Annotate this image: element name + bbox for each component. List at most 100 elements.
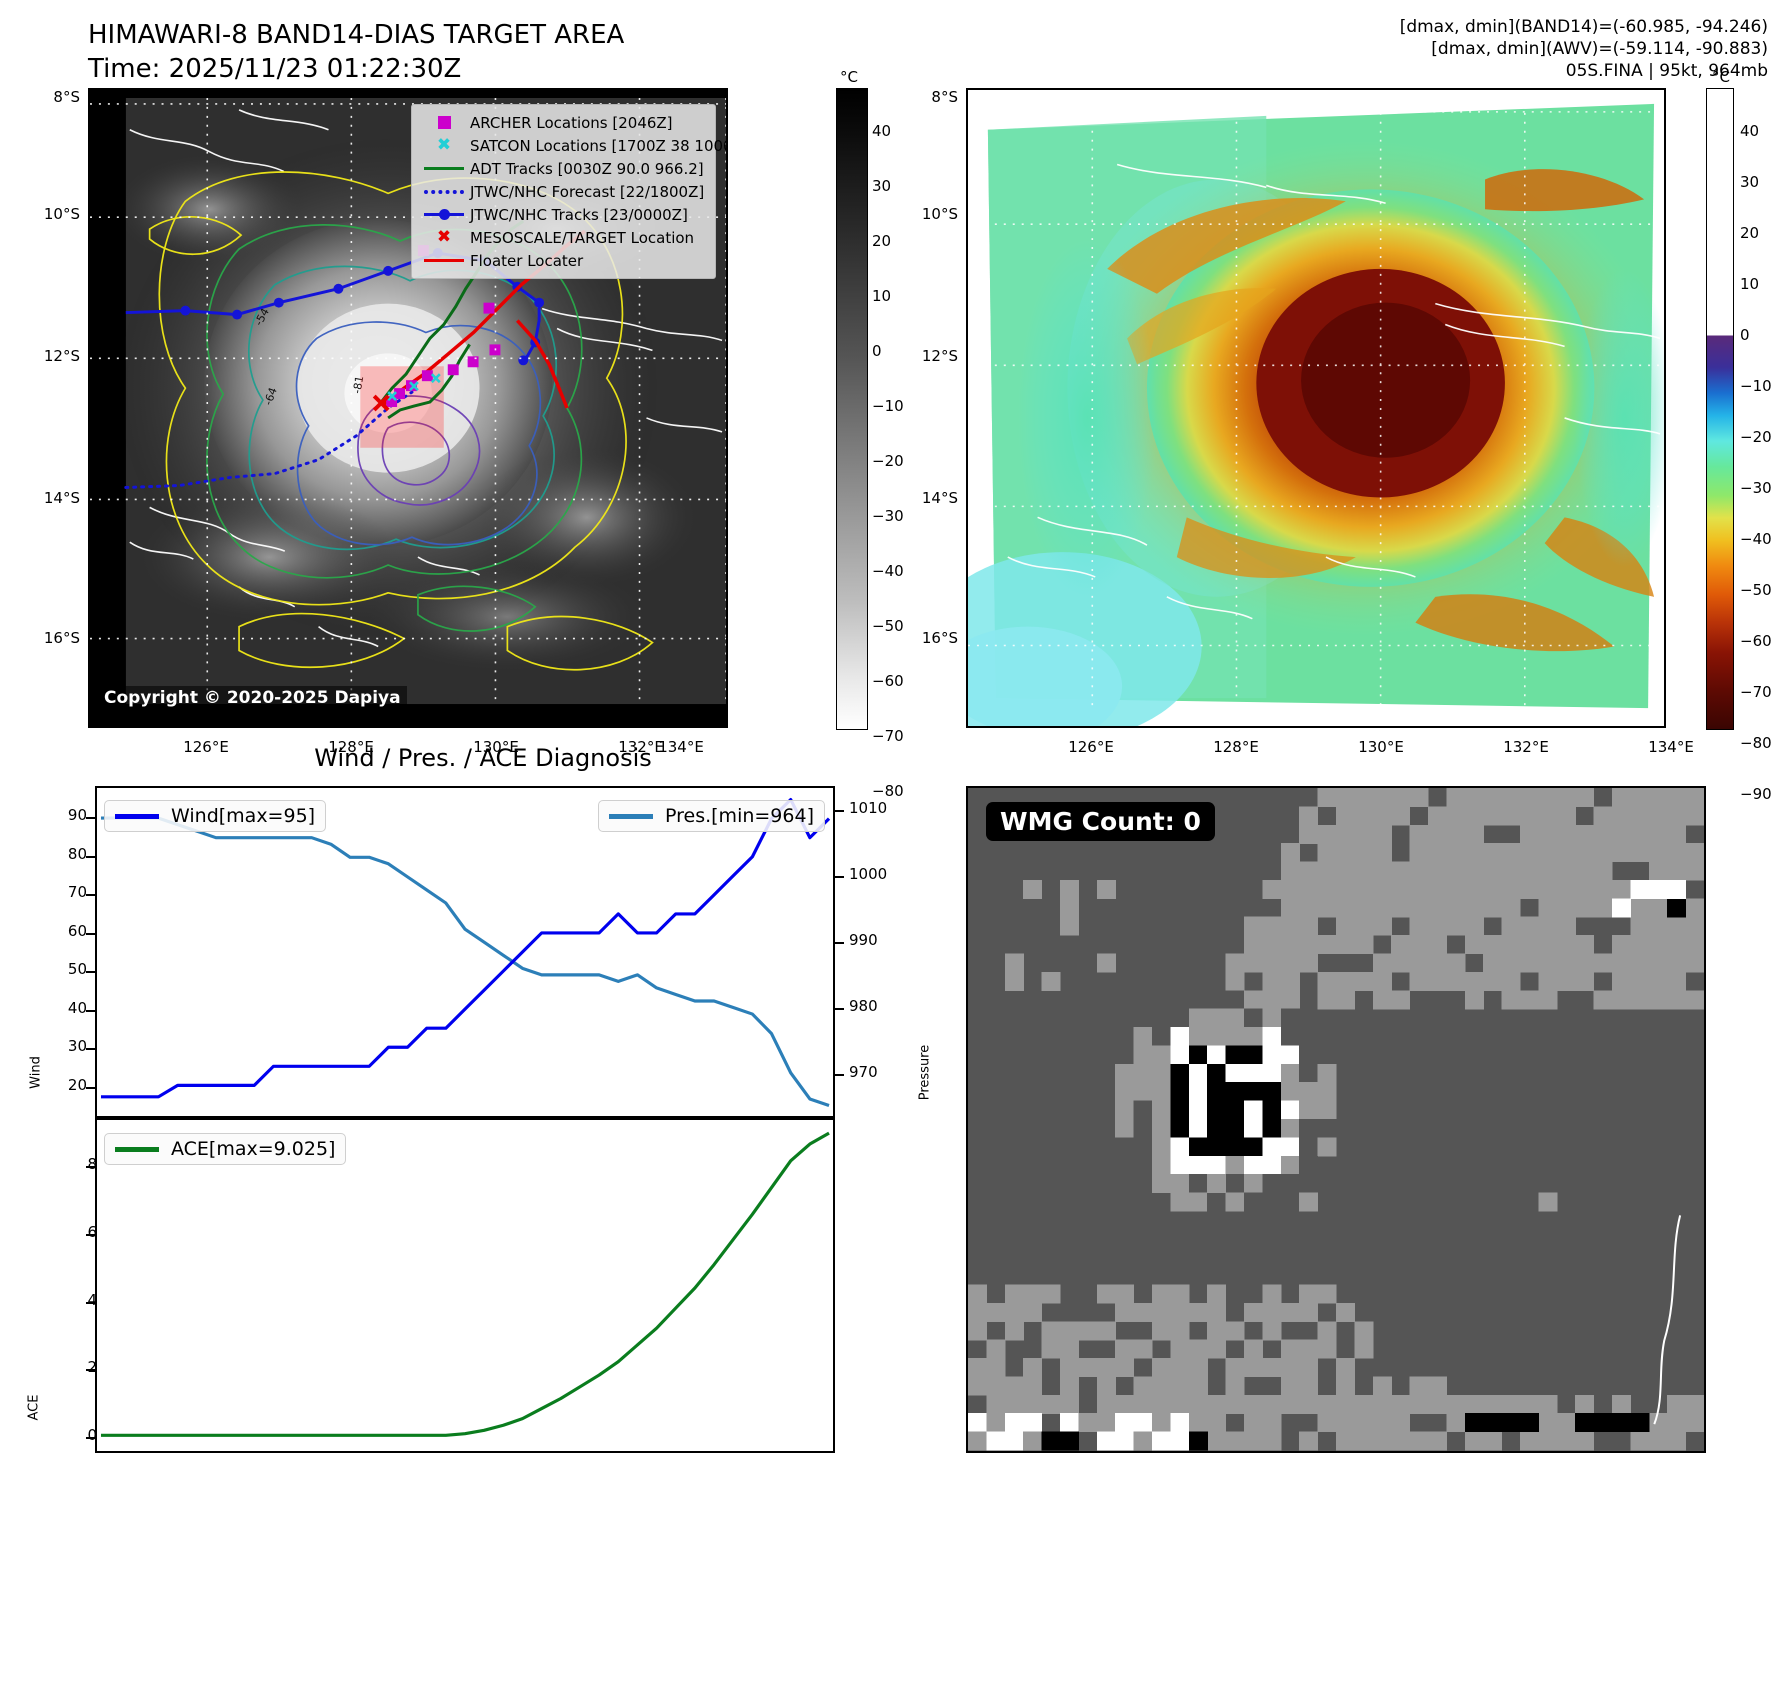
axis-tick-mark xyxy=(835,942,844,945)
axis-tick-mark xyxy=(86,1087,95,1089)
magenta-square-icon xyxy=(418,116,470,129)
ir-cb-tick-20: 20 xyxy=(872,232,892,250)
awv-lat-tick-12s: 12°S xyxy=(921,347,958,365)
ir-cb-tick-m40: −40 xyxy=(872,562,904,580)
axis-tick-970: 970 xyxy=(849,1063,878,1082)
axis-tick-mark xyxy=(835,1074,844,1077)
awv-lon-tick-134e: 134°E xyxy=(1648,738,1694,756)
axis-tick-80: 80 xyxy=(67,844,87,863)
ace-line-swatch xyxy=(115,1146,159,1152)
ir-cb-tick-m60: −60 xyxy=(872,672,904,690)
axis-tick-30: 30 xyxy=(67,1037,87,1056)
awv-cb-tick-m70: −70 xyxy=(1740,683,1772,701)
awv-cb-tick-40: 40 xyxy=(1740,122,1760,140)
awv-lat-tick-16s: 16°S xyxy=(921,629,958,647)
legend-label-archer: ARCHER Locations [2046Z] xyxy=(470,113,673,132)
wind-pressure-plot-area xyxy=(100,797,831,1108)
ir-cb-tick-m20: −20 xyxy=(872,452,904,470)
page-title: HIMAWARI-8 BAND14-DIAS TARGET AREA Time:… xyxy=(88,18,888,86)
axis-tick-mark xyxy=(86,1048,95,1051)
blue-line-marker-icon xyxy=(418,209,470,220)
legend-item-jtwc-forecast: JTWC/NHC Forecast [22/1800Z] xyxy=(418,180,707,203)
floater-locater-track-b xyxy=(516,319,569,409)
ir-lat-tick-8s: 8°S xyxy=(53,88,80,106)
legend-label-jtwc-forecast: JTWC/NHC Forecast [22/1800Z] xyxy=(470,182,705,201)
pressure-legend-label: Pres.[min=964] xyxy=(665,805,814,827)
axis-tick-mark xyxy=(86,1009,95,1012)
awv-colorbar[interactable] xyxy=(1706,88,1734,730)
blue-dotted-line-icon xyxy=(418,189,470,194)
awv-cb-tick-m60: −60 xyxy=(1740,632,1772,650)
ir-cb-tick-0: 0 xyxy=(872,342,882,360)
pressure-legend: Pres.[min=964] xyxy=(598,800,825,832)
awv-lon-tick-126e: 126°E xyxy=(1068,738,1114,756)
awv-cb-tick-m40: −40 xyxy=(1740,530,1772,548)
axis-tick-50: 50 xyxy=(67,960,87,979)
title-main: HIMAWARI-8 BAND14-DIAS TARGET AREA xyxy=(88,20,625,50)
awv-lon-tick-130e: 130°E xyxy=(1358,738,1404,756)
ir-lon-tick-132e: 132°E xyxy=(618,738,664,756)
ir-cb-tick-10: 10 xyxy=(872,287,892,305)
awv-lon-tick-132e: 132°E xyxy=(1503,738,1549,756)
ace-legend: ACE[max=9.025] xyxy=(104,1133,347,1165)
axis-tick-mark xyxy=(86,1437,95,1440)
dmax-band14-text: [dmax, dmin](BAND14)=(-60.985, -94.246) xyxy=(1399,17,1768,37)
ir-cb-tick-m10: −10 xyxy=(872,397,904,415)
axis-tick-mark xyxy=(86,1369,95,1372)
axis-tick-mark xyxy=(86,1166,95,1169)
ir-satellite-image-panel[interactable]: -54 -64 -81 xyxy=(88,88,728,728)
awv-enhanced-image-panel[interactable] xyxy=(966,88,1666,728)
ir-lon-tick-126e: 126°E xyxy=(183,738,229,756)
awv-cb-tick-20: 20 xyxy=(1740,224,1760,242)
axis-tick-1010: 1010 xyxy=(849,798,888,817)
ir-colorbar[interactable] xyxy=(836,88,868,730)
axis-tick-90: 90 xyxy=(67,806,87,824)
legend-item-archer: ARCHER Locations [2046Z] xyxy=(418,111,707,134)
pressure-axis-label: Pressure xyxy=(917,1044,933,1101)
red-x-icon: ✖ xyxy=(436,227,452,247)
pressure-line-swatch xyxy=(609,813,653,819)
axis-tick-mark xyxy=(86,855,95,858)
ir-lon-tick-128e: 128°E xyxy=(328,738,374,756)
mesoscale-target-marker xyxy=(372,394,390,412)
copyright-text: Copyright © 2020-2025 Dapiya xyxy=(98,686,407,710)
awv-cb-tick-30: 30 xyxy=(1740,173,1760,191)
ir-colorbar-unit: °C xyxy=(840,68,858,86)
contour-label-64: -64 xyxy=(261,386,279,407)
axis-tick-1000: 1000 xyxy=(849,864,888,883)
ir-cb-tick-m80: −80 xyxy=(872,782,904,800)
axis-tick-mark xyxy=(835,1008,844,1011)
ir-lon-tick-130e: 130°E xyxy=(473,738,519,756)
ace-plot-area xyxy=(100,1131,830,1437)
wind-legend-label: Wind[max=95] xyxy=(171,805,316,827)
ace-chart[interactable] xyxy=(95,1118,835,1453)
ir-cb-tick-m50: −50 xyxy=(872,617,904,635)
wind-line-swatch xyxy=(115,813,159,819)
ace-legend-label: ACE[max=9.025] xyxy=(171,1138,336,1160)
axis-tick-6: 6 xyxy=(87,1222,97,1241)
awv-cb-tick-m20: −20 xyxy=(1740,428,1772,446)
title-time: Time: 2025/11/23 01:22:30Z xyxy=(88,54,462,84)
wind-pressure-chart[interactable] xyxy=(95,786,835,1118)
ir-lon-tick-134e: 134°E xyxy=(658,738,704,756)
legend-label-mesoscale: MESOSCALE/TARGET Location xyxy=(470,228,695,247)
awv-cb-tick-10: 10 xyxy=(1740,275,1760,293)
awv-colorbar-unit: °C xyxy=(1712,68,1730,86)
ir-cb-tick-m30: −30 xyxy=(872,507,904,525)
legend-label-satcon: SATCON Locations [1700Z 38 1000] xyxy=(470,136,728,155)
legend-item-floater: Floater Locater xyxy=(418,249,707,272)
storm-summary-text: 05S.FINA | 95kt, 964mb xyxy=(1565,61,1768,81)
axis-tick-mark xyxy=(86,1301,95,1304)
ir-cb-tick-30: 30 xyxy=(872,177,892,195)
wmg-count-badge: WMG Count: 0 xyxy=(986,802,1215,841)
axis-tick-mark xyxy=(86,971,95,974)
awv-cb-tick-m80: −80 xyxy=(1740,734,1772,752)
wmg-classification-panel[interactable]: WMG Count: 0 xyxy=(966,786,1706,1453)
axis-tick-980: 980 xyxy=(849,997,878,1016)
satcon-locations xyxy=(387,373,441,401)
contour-label-81: -81 xyxy=(350,375,366,395)
ir-cb-tick-40: 40 xyxy=(872,122,892,140)
storm-info-header: [dmax, dmin](BAND14)=(-60.985, -94.246) … xyxy=(1400,16,1768,82)
awv-lon-tick-128e: 128°E xyxy=(1213,738,1259,756)
axis-tick-mark xyxy=(835,875,844,878)
